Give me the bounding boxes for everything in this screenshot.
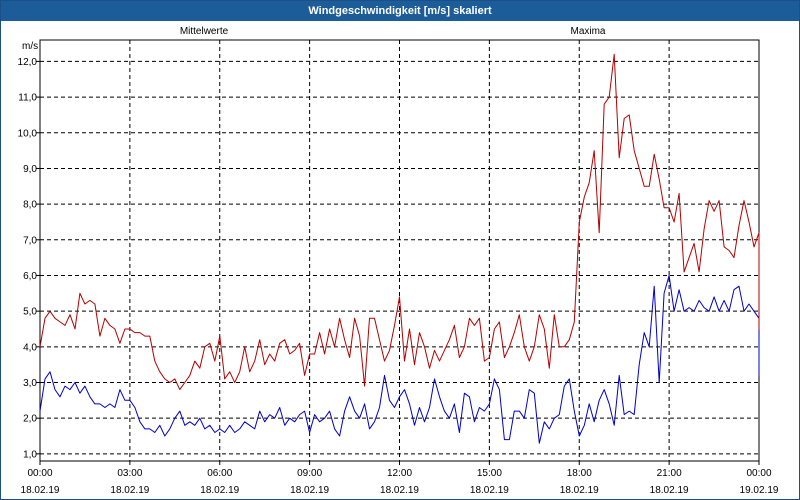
y-tick-label: 8,0 <box>23 200 37 211</box>
y-tick-label: 4,0 <box>23 342 37 353</box>
y-tick-label: 10,0 <box>18 128 38 139</box>
x-tick-time: 15:00 <box>477 468 502 479</box>
x-tick-time: 18:00 <box>567 468 592 479</box>
x-tick-time: 09:00 <box>297 468 322 479</box>
grid-lines <box>40 40 759 461</box>
x-tick-date: 18.02.19 <box>560 485 599 496</box>
y-tick-label: 12,0 <box>18 57 38 68</box>
x-tick-time: 03:00 <box>117 468 142 479</box>
window-title: Windgeschwindigkeit [m/s] skaliert <box>1 1 799 21</box>
x-tick-date: 18.02.19 <box>290 485 329 496</box>
x-tick-time: 21:00 <box>657 468 682 479</box>
x-tick-time: 00:00 <box>746 468 771 479</box>
x-tick-time: 00:00 <box>27 468 52 479</box>
x-tick-date: 18.02.19 <box>21 485 60 496</box>
x-tick-date: 18.02.19 <box>470 485 509 496</box>
series-lines <box>39 53 760 444</box>
y-tick-label: 1,0 <box>23 449 37 460</box>
x-tick-date: 19.02.19 <box>740 485 779 496</box>
x-tick-time: 12:00 <box>387 468 412 479</box>
y-tick-label: 9,0 <box>23 164 37 175</box>
x-tick-date: 18.02.19 <box>650 485 689 496</box>
x-tick-date: 18.02.19 <box>380 485 419 496</box>
y-tick-label: 3,0 <box>23 378 37 389</box>
y-tick-label: 5,0 <box>23 307 37 318</box>
x-tick-time: 06:00 <box>207 468 232 479</box>
x-tick-labels: 00:00 18.02.19 03:00 18.02.19 06:00 18.02.19 0… <box>21 468 779 496</box>
y-tick-label: 6,0 <box>23 271 37 282</box>
legend-mittelwerte: Mittelwerte <box>180 26 229 37</box>
y-tick-label: 11,0 <box>18 93 37 104</box>
x-tick-date: 18.02.19 <box>200 485 239 496</box>
series-line-maxima <box>39 53 760 391</box>
y-tick-label: 2,0 <box>23 414 37 425</box>
x-tick-date: 18.02.19 <box>110 485 149 496</box>
legend-maxima: Maxima <box>570 26 605 37</box>
y-tick-label: 7,0 <box>23 235 37 246</box>
y-axis-label: m/s <box>22 41 38 52</box>
y-tick-labels: 1,0 2,0 3,0 4,0 5,0 6,0 7,0 8,0 9,0 10,0 11,0 12,0 <box>18 57 38 460</box>
